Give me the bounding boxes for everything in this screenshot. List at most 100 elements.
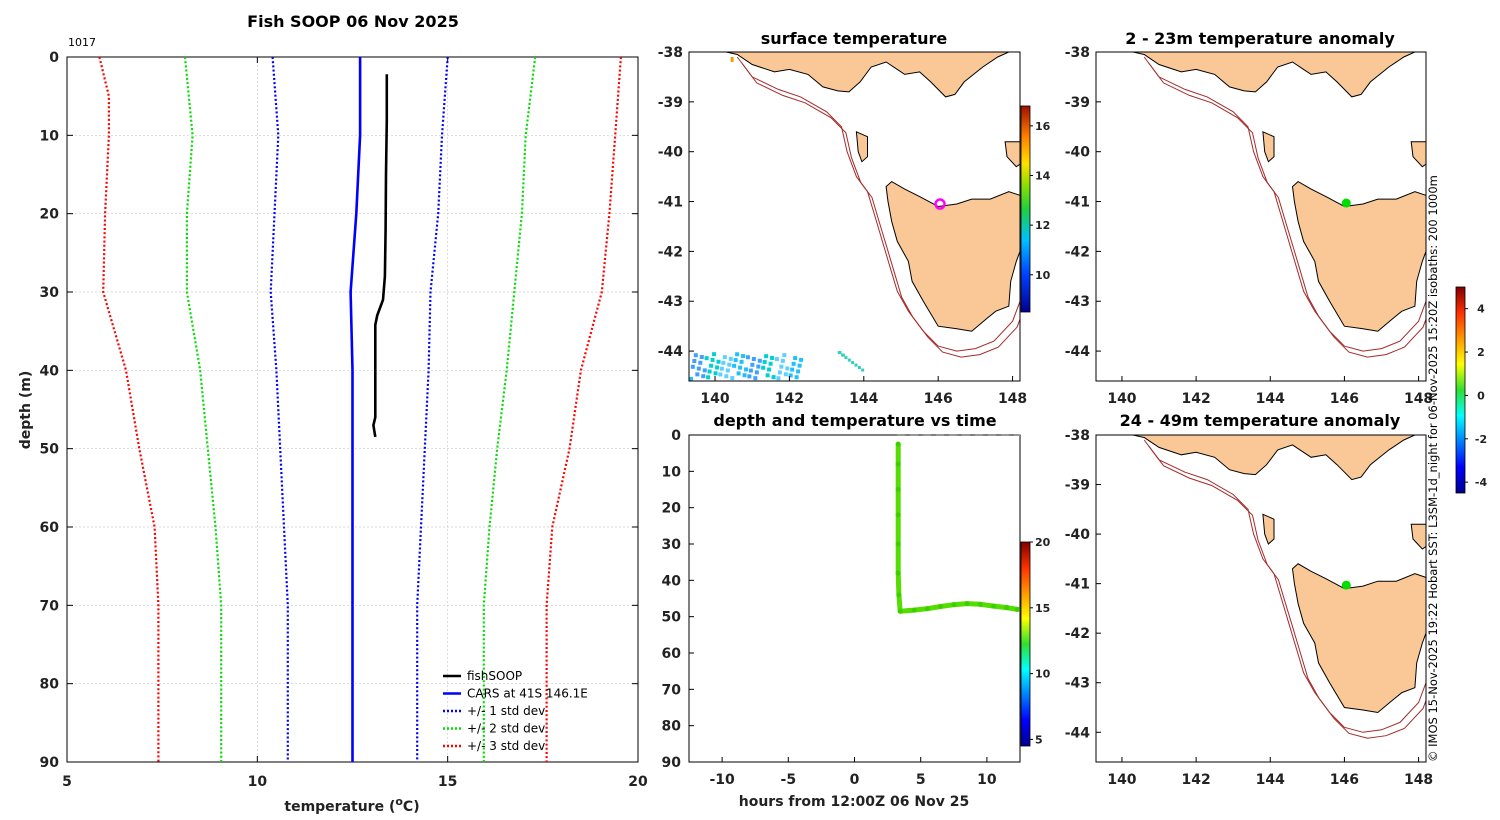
ts-track-point (911, 607, 917, 613)
map-y-tick-label: -40 (658, 145, 684, 161)
ts-track-line (895, 441, 1020, 614)
ship-position-marker (1341, 580, 1351, 590)
sst-pixel (733, 358, 738, 363)
map-y-tick-label: -43 (1065, 676, 1090, 692)
map-x-tick-label: 140 (1107, 391, 1136, 407)
sst-pixel (748, 368, 753, 373)
sst-pixel (777, 370, 782, 375)
surface-temp-map: surface temperature 140 142 144 146 148 -38 -3… (658, 29, 1051, 407)
map-x-tick-label: 146 (1330, 772, 1359, 788)
colorbar-tick-label: 10 (1035, 668, 1051, 681)
ts-track-point (895, 461, 901, 467)
sst-pixel (861, 368, 865, 372)
sst-pixel (788, 373, 793, 378)
legend-label-0: fishSOOP (467, 669, 522, 683)
sst-pixel (774, 357, 779, 362)
sst-pixel (770, 355, 775, 360)
colorbar-tick-label: 5 (1035, 733, 1043, 746)
sst-colorbar (1020, 105, 1031, 313)
sst-pixel (790, 367, 795, 372)
profile-x-tick-label: 20 (628, 774, 648, 790)
map-x-tick-label: 144 (849, 391, 878, 407)
isobath-1000m (1148, 62, 1426, 358)
map-y-tick-label: -40 (1065, 527, 1091, 543)
colorbar-tick-label: 15 (1035, 602, 1050, 615)
colorbar-tick-label: 4 (1477, 303, 1485, 316)
sst-pixel (739, 359, 744, 364)
map-x-tick-label: 142 (1181, 772, 1210, 788)
colorbar-tick-label: 12 (1035, 219, 1050, 232)
sst-pixel (707, 369, 712, 374)
sst-pixel (750, 362, 755, 367)
map-x-tick-label: 142 (1181, 391, 1210, 407)
map-y-tick-label: -39 (658, 95, 683, 111)
flinders-island (1004, 141, 1020, 168)
sst-pixel (722, 355, 727, 360)
ts-y-tick-label: 50 (662, 610, 682, 626)
surface-temp-ticks: 140 142 144 146 148 -38 -39 -40 -41 -42 -43 -44 (658, 45, 1027, 407)
profile-y-tick-label: 60 (40, 520, 60, 536)
ts-y-tick-label: 0 (671, 428, 681, 444)
ts-track-point (896, 592, 902, 598)
sst-pixel (718, 372, 723, 377)
legend-label-1: CARS at 41S 146.1E (467, 687, 588, 701)
colorbar-tick-label: 20 (1035, 536, 1051, 549)
sst-pixel (725, 368, 730, 373)
profile-series-line-4 (183, 56, 223, 762)
map-y-tick-label: -38 (1065, 428, 1090, 444)
sst-pixel (780, 358, 785, 363)
time-series-track (895, 441, 1020, 614)
map-y-tick-label: -39 (1065, 478, 1090, 494)
mainland-landmass (726, 52, 1020, 98)
king-island (855, 130, 868, 163)
profile-x-tick-label: 10 (248, 774, 268, 790)
map-x-tick-label: 140 (700, 391, 729, 407)
sst-pixel (738, 365, 743, 370)
profile-series-line-6 (98, 56, 160, 762)
sst-pixel (761, 365, 766, 370)
map-x-tick-label: 148 (998, 391, 1027, 407)
ts-track-point (895, 441, 901, 447)
map-x-tick-label: 146 (1330, 391, 1359, 407)
map-y-tick-label: -43 (1065, 294, 1090, 310)
map-y-tick-label: -38 (1065, 45, 1090, 61)
ts-track-point (951, 602, 957, 608)
ts-track-point (897, 608, 903, 614)
anomaly-shallow-map: 2 - 23m temperature anomaly 140 142 144 146… (1065, 29, 1433, 407)
anomaly-deep-map: 24 - 49m temperature anomaly 140 142 144 14… (1065, 411, 1433, 788)
ts-y-tick-label: 60 (662, 646, 682, 662)
profile-y-tick-label: 50 (40, 442, 60, 458)
sst-pixel (745, 355, 750, 360)
sst-pixel (776, 376, 781, 381)
ts-y-tick-label: 80 (662, 719, 682, 735)
sst-pixel (754, 370, 759, 375)
sst-pixel (791, 361, 796, 366)
profile-title: Fish SOOP 06 Nov 2025 (247, 12, 459, 31)
sst-pixel (768, 361, 773, 366)
isobath-200m (736, 56, 1020, 352)
sst-pixel (706, 375, 711, 380)
surface-temp-axes-box (688, 51, 1021, 382)
legend-label-2: +/- 1 std dev (467, 704, 545, 718)
sst-pixel (764, 354, 769, 359)
tasmania-landmass (1291, 180, 1426, 332)
anomaly-shallow-map-area (1132, 52, 1426, 358)
time-series-xlabel: hours from 12:00Z 06 Nov 25 (739, 794, 970, 810)
sst-pixel (701, 374, 706, 379)
map-y-tick-label: -44 (1065, 725, 1091, 741)
sst-pixel (704, 356, 709, 361)
sst-pixel (771, 375, 776, 380)
time-colorbar-ticks: 5 10 15 20 (1030, 536, 1051, 746)
profile-x-tick-label: 5 (62, 774, 72, 790)
isobath-200m (1143, 56, 1426, 352)
sst-pixel (793, 356, 798, 361)
profile-series-line-1 (349, 57, 362, 762)
anomaly-deep-map-area (1132, 435, 1426, 739)
surface-temp-map-area (689, 52, 1020, 381)
ts-track-point (991, 603, 997, 609)
sst-pixel (696, 366, 701, 371)
map-y-tick-label: -41 (1065, 195, 1090, 211)
colorbar-tick-label: 10 (1035, 269, 1051, 282)
sst-pixel (693, 353, 698, 358)
